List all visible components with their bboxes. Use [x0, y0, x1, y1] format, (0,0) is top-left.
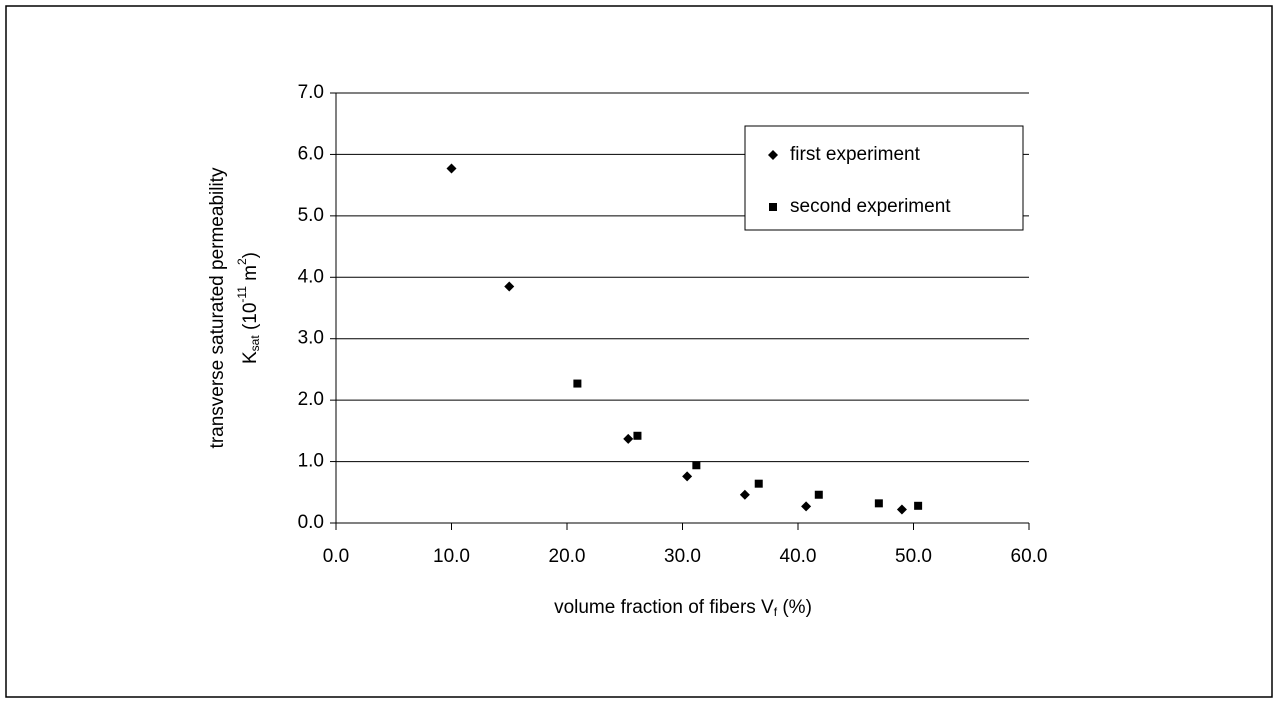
- y-title-text: (10: [240, 303, 261, 336]
- legend-label: first experiment: [790, 144, 921, 165]
- point: [633, 431, 642, 440]
- chart-border: [5, 5, 1273, 698]
- y-tick-label: 3.0: [298, 328, 324, 349]
- x-title-text: (%): [777, 597, 812, 618]
- y-title-text: m: [240, 265, 261, 286]
- x-tick-label: 40.0: [780, 546, 817, 567]
- x-tick-label: 30.0: [664, 546, 701, 567]
- y-tick-label: 7.0: [298, 82, 324, 103]
- x-tick-label: 20.0: [549, 546, 586, 567]
- legend-marker: [769, 203, 777, 211]
- x-title-text: volume fraction of fibers V: [554, 597, 774, 618]
- point: [814, 490, 823, 499]
- legend-label: second experiment: [790, 196, 951, 217]
- y-title-text: K: [240, 351, 261, 364]
- point: [682, 471, 693, 482]
- y-tick-label: 4.0: [298, 266, 324, 287]
- y-tick-label: 0.0: [298, 512, 324, 533]
- point: [692, 461, 701, 470]
- point: [739, 489, 750, 500]
- legend-marker: [768, 150, 778, 160]
- point: [896, 504, 907, 515]
- y-tick-label: 1.0: [298, 451, 324, 472]
- x-tick-label: 50.0: [895, 546, 932, 567]
- x-tick-label: 60.0: [1011, 546, 1048, 567]
- y-title-sup: -11: [235, 286, 249, 303]
- point: [754, 479, 763, 488]
- point: [623, 433, 634, 444]
- y-tick-label: 6.0: [298, 143, 324, 164]
- point: [801, 501, 812, 512]
- point: [573, 379, 582, 388]
- y-axis-title: transverse saturated permeability Ksat (…: [207, 167, 262, 448]
- point: [914, 501, 923, 510]
- y-title-line: Ksat (10-11 m2): [235, 252, 262, 364]
- point: [446, 163, 457, 174]
- y-title-sub: sat: [248, 335, 262, 352]
- legend-box: [744, 125, 1024, 231]
- x-tick-label: 10.0: [433, 546, 470, 567]
- point: [874, 499, 883, 508]
- y-tick-label: 2.0: [298, 389, 324, 410]
- y-title-sup: 2: [235, 258, 249, 265]
- x-title-sub: f: [774, 605, 778, 619]
- y-tick-label: 5.0: [298, 205, 324, 226]
- y-title-text: ): [240, 252, 261, 258]
- y-title-line: transverse saturated permeability: [207, 167, 228, 448]
- point: [504, 281, 515, 292]
- x-axis-title: volume fraction of fibers Vf (%): [554, 597, 812, 619]
- x-tick-label: 0.0: [323, 546, 349, 567]
